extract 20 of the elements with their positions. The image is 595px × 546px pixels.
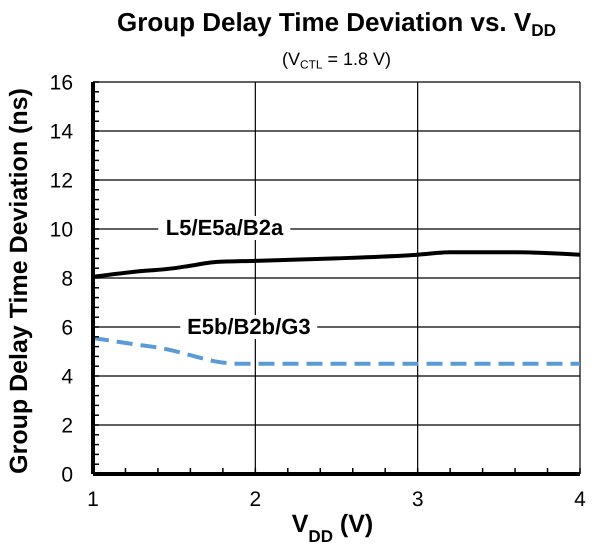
x-tick-label: 2: [249, 488, 262, 511]
series-label: E5b/B2b/G3: [180, 314, 318, 339]
x-tick-label: 4: [574, 488, 586, 511]
y-tick-label: 16: [50, 72, 73, 95]
x-axis-title: V$_{DD}$ (V): [292, 510, 374, 546]
x-tick-label: 3: [412, 488, 424, 511]
y-tick-label: 2: [61, 414, 73, 438]
y-tick-label: 0: [61, 464, 73, 487]
y-tick-label: 14: [50, 120, 74, 144]
chart-subtitle: (V$_{CTL}$ = 1.8 V): [281, 48, 392, 72]
y-tick-label: 10: [50, 218, 73, 242]
y-tick-label: 12: [50, 170, 73, 193]
chart-title: Group Delay Time Deviation vs. V$_{DD}$: [116, 7, 557, 40]
y-axis-title: Group Delay Time Deviation (ns): [5, 88, 33, 474]
series-label: L5/E5a/B2a: [158, 214, 290, 240]
y-tick-label: 4: [61, 366, 74, 389]
x-tick-label: 1: [87, 488, 99, 511]
line-series: [93, 336, 580, 366]
y-tick-label: 8: [61, 268, 73, 291]
y-tick-label: 6: [61, 316, 73, 340]
